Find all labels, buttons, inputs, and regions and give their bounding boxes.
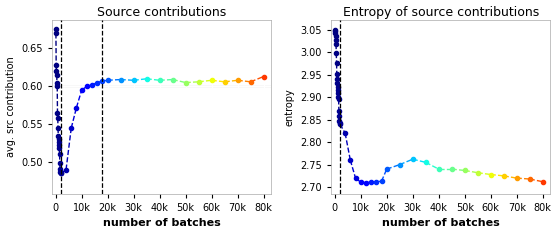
Y-axis label: avg. src contribution: avg. src contribution <box>6 56 16 157</box>
X-axis label: number of batches: number of batches <box>103 219 220 228</box>
X-axis label: number of batches: number of batches <box>382 219 499 228</box>
Title: Source contributions: Source contributions <box>97 6 226 18</box>
Y-axis label: entropy: entropy <box>285 88 295 126</box>
Title: Entropy of source contributions: Entropy of source contributions <box>343 6 539 18</box>
